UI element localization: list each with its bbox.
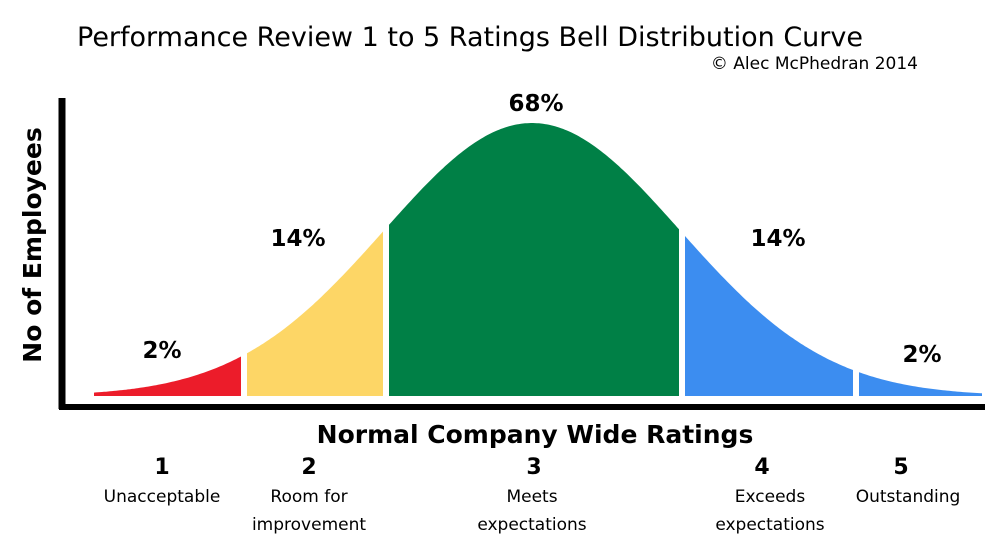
rating-description-2-line-2: improvement bbox=[252, 515, 366, 535]
percent-label-rating-4: 14% bbox=[750, 226, 805, 252]
rating-description-1-line-1: Unacceptable bbox=[104, 487, 221, 507]
percent-label-rating-1: 2% bbox=[142, 338, 181, 364]
y-axis-title: No of Employees bbox=[18, 127, 47, 362]
segment-rating-3 bbox=[389, 123, 679, 396]
rating-description-2-line-1: Room for bbox=[270, 487, 347, 507]
rating-description-3-line-1: Meets bbox=[506, 487, 557, 507]
x-axis-title: Normal Company Wide Ratings bbox=[317, 420, 754, 449]
curve-segments bbox=[94, 123, 982, 396]
percent-label-rating-3: 68% bbox=[508, 91, 563, 117]
segment-rating-2 bbox=[247, 231, 383, 396]
segment-rating-5 bbox=[859, 372, 982, 396]
rating-description-4-line-2: expectations bbox=[715, 515, 824, 535]
segment-rating-1 bbox=[94, 356, 241, 396]
rating-number-1: 1 bbox=[154, 455, 169, 480]
rating-number-2: 2 bbox=[301, 455, 316, 480]
rating-description-4-line-1: Exceeds bbox=[735, 487, 806, 507]
chart-title: Performance Review 1 to 5 Ratings Bell D… bbox=[77, 22, 863, 53]
segment-labels: 2% 1 Unacceptable 14% 2 Room for improvement 68… bbox=[104, 91, 961, 535]
rating-description-3-line-2: expectations bbox=[477, 515, 586, 535]
percent-label-rating-2: 14% bbox=[270, 226, 325, 252]
percent-label-rating-5: 2% bbox=[902, 342, 941, 368]
rating-number-5: 5 bbox=[893, 455, 908, 480]
segment-rating-4 bbox=[685, 236, 853, 396]
rating-number-3: 3 bbox=[526, 455, 541, 480]
rating-number-4: 4 bbox=[754, 455, 769, 480]
rating-description-5-line-1: Outstanding bbox=[856, 487, 961, 507]
copyright-text: © Alec McPhedran 2014 bbox=[711, 54, 918, 74]
